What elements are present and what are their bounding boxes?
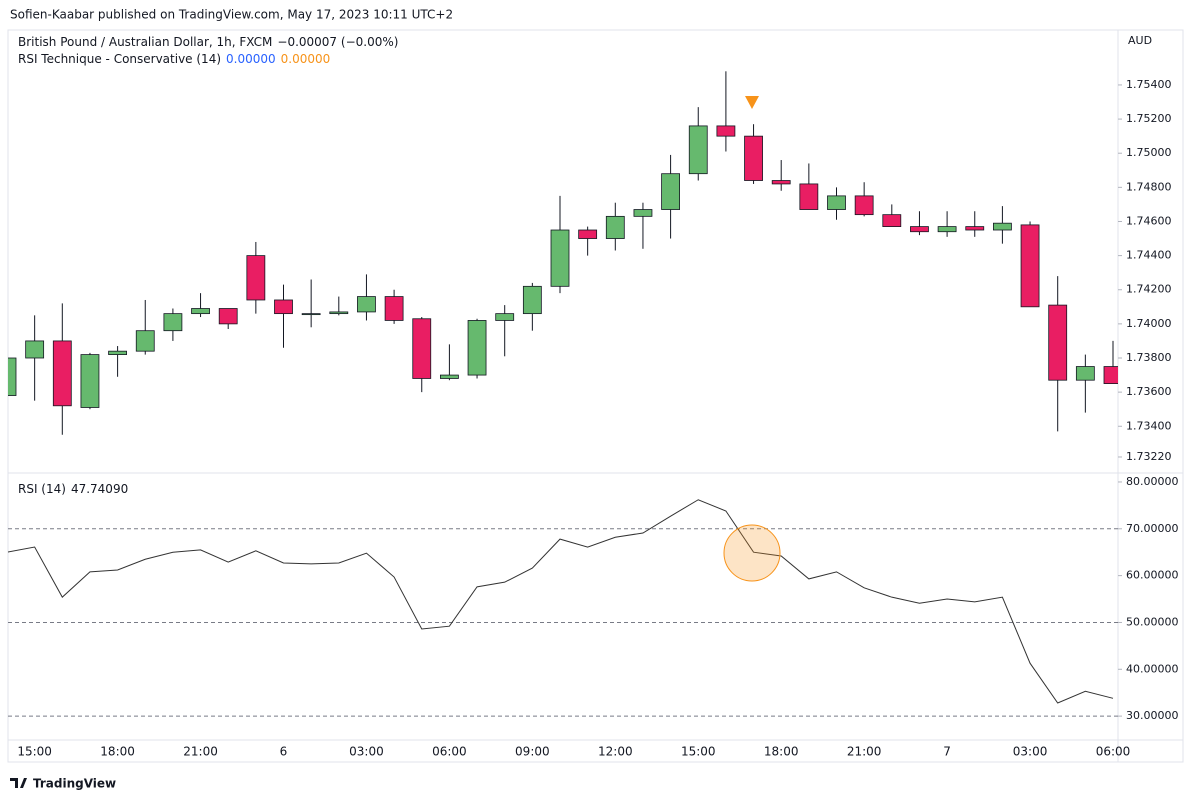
rsi-legend: RSI (14) 47.74090: [18, 482, 128, 496]
candle-body: [467, 320, 487, 376]
candle-body: [799, 183, 819, 210]
candle-body: [274, 299, 293, 315]
candle-body: [937, 226, 957, 233]
candle-body: [52, 340, 72, 407]
candle-body: [135, 330, 155, 352]
y-tick-label: 1.74200: [1126, 283, 1172, 296]
x-tick-label: 15:00: [681, 745, 716, 759]
candle-body: [827, 195, 846, 210]
title: British Pound / Australian Dollar, 1h, F…: [18, 35, 272, 49]
x-tick-label: 21:00: [183, 745, 218, 759]
sell-signal: [745, 96, 759, 109]
y-tick-label: 1.73220: [1126, 450, 1172, 463]
x-tick-label: 09:00: [515, 745, 550, 759]
y-tick-label: 1.74000: [1126, 317, 1172, 330]
rsi-pane: [8, 499, 1118, 717]
x-tick-label: 18:00: [764, 745, 799, 759]
candle-body: [218, 308, 238, 325]
highlight-circle: [723, 524, 781, 582]
y-tick-label: 80.00000: [1126, 475, 1179, 488]
y-tick-label: 1.74800: [1126, 180, 1172, 193]
y-tick-label: 1.75000: [1126, 146, 1172, 159]
x-tick-label: 15:00: [17, 745, 52, 759]
y-tick-label: 1.73800: [1126, 351, 1172, 364]
candle-body: [108, 350, 127, 355]
y-tick-label: 30.00000: [1126, 709, 1179, 722]
candle-body: [633, 209, 653, 217]
candle-body: [605, 215, 625, 239]
x-tick-label: 21:00: [847, 745, 882, 759]
y-tick-label: 1.73400: [1126, 419, 1172, 432]
y-tick-label: 40.00000: [1126, 662, 1179, 675]
candle-body: [965, 226, 985, 231]
candle-body: [8, 357, 17, 396]
candle-body: [329, 311, 349, 315]
indicator: RSI Technique - Conservative (14): [18, 52, 221, 66]
candle-body: [661, 173, 680, 210]
x-tick-label: 06:00: [1096, 745, 1131, 759]
change: −0.00007 (−0.00%): [277, 35, 398, 49]
y-tick-label: 1.75400: [1126, 78, 1172, 91]
candle-body: [578, 229, 598, 239]
candle-body: [882, 214, 902, 227]
candle-body: [246, 255, 266, 301]
x-tick-label: 12:00: [598, 745, 633, 759]
logo: TradingView: [10, 777, 116, 791]
candle-body: [688, 125, 708, 175]
candle-body: [744, 135, 763, 181]
y-tick-label: 50.00000: [1126, 615, 1179, 628]
candle-body: [1020, 224, 1040, 308]
header: Sofien-Kaabar published on TradingView.c…: [10, 8, 453, 22]
indicator-value: 0.00000: [281, 52, 331, 66]
candle-body: [412, 318, 432, 379]
rsi-value: 47.74090: [71, 482, 128, 496]
x-tick-label: 06:00: [432, 745, 467, 759]
candle-body: [550, 229, 570, 287]
rsi-line: [8, 499, 1114, 704]
candle-body: [910, 226, 929, 233]
price-pane: [8, 71, 1118, 435]
candle-body: [854, 195, 874, 216]
candle-body: [1075, 366, 1095, 381]
x-tick-label: 18:00: [100, 745, 135, 759]
candle-body: [80, 354, 100, 408]
y-tick-label: 1.73600: [1126, 385, 1172, 398]
x-tick-label: 7: [943, 745, 951, 759]
candle-body: [439, 374, 459, 379]
candle-body: [301, 313, 321, 316]
title: RSI (14): [18, 482, 66, 496]
candle-body: [771, 180, 791, 185]
candle-body: [1048, 304, 1068, 381]
candle-body: [163, 313, 183, 332]
y-tick-label: 1.74400: [1126, 249, 1172, 262]
y-tick-label: 70.00000: [1126, 522, 1179, 535]
candle-body: [495, 313, 515, 321]
frame: [7, 29, 1184, 763]
x-tick-label: 6: [280, 745, 288, 759]
indicator-value: 0.00000: [226, 52, 276, 66]
candle-body: [716, 125, 736, 137]
y-tick-label: 1.74600: [1126, 214, 1172, 227]
candle-body: [993, 222, 1012, 231]
indicator-legend: RSI Technique - Conservative (14) 0.00000…: [18, 52, 330, 66]
x-tick-label: 03:00: [1013, 745, 1048, 759]
candle-body: [522, 285, 542, 315]
x-tick-label: 03:00: [349, 745, 384, 759]
candle-body: [357, 296, 376, 313]
candle-body: [384, 296, 404, 321]
symbol-title: British Pound / Australian Dollar, 1h, F…: [18, 35, 398, 49]
currency: AUD: [1128, 34, 1152, 47]
brand: TradingView: [33, 777, 116, 791]
candle-body: [1103, 366, 1118, 385]
y-tick-label: 60.00000: [1126, 569, 1179, 582]
candle-body: [25, 340, 45, 359]
y-tick-label: 1.75200: [1126, 112, 1172, 125]
candle-body: [191, 308, 210, 315]
